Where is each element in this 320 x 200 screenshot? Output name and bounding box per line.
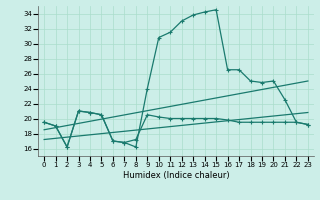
X-axis label: Humidex (Indice chaleur): Humidex (Indice chaleur): [123, 171, 229, 180]
